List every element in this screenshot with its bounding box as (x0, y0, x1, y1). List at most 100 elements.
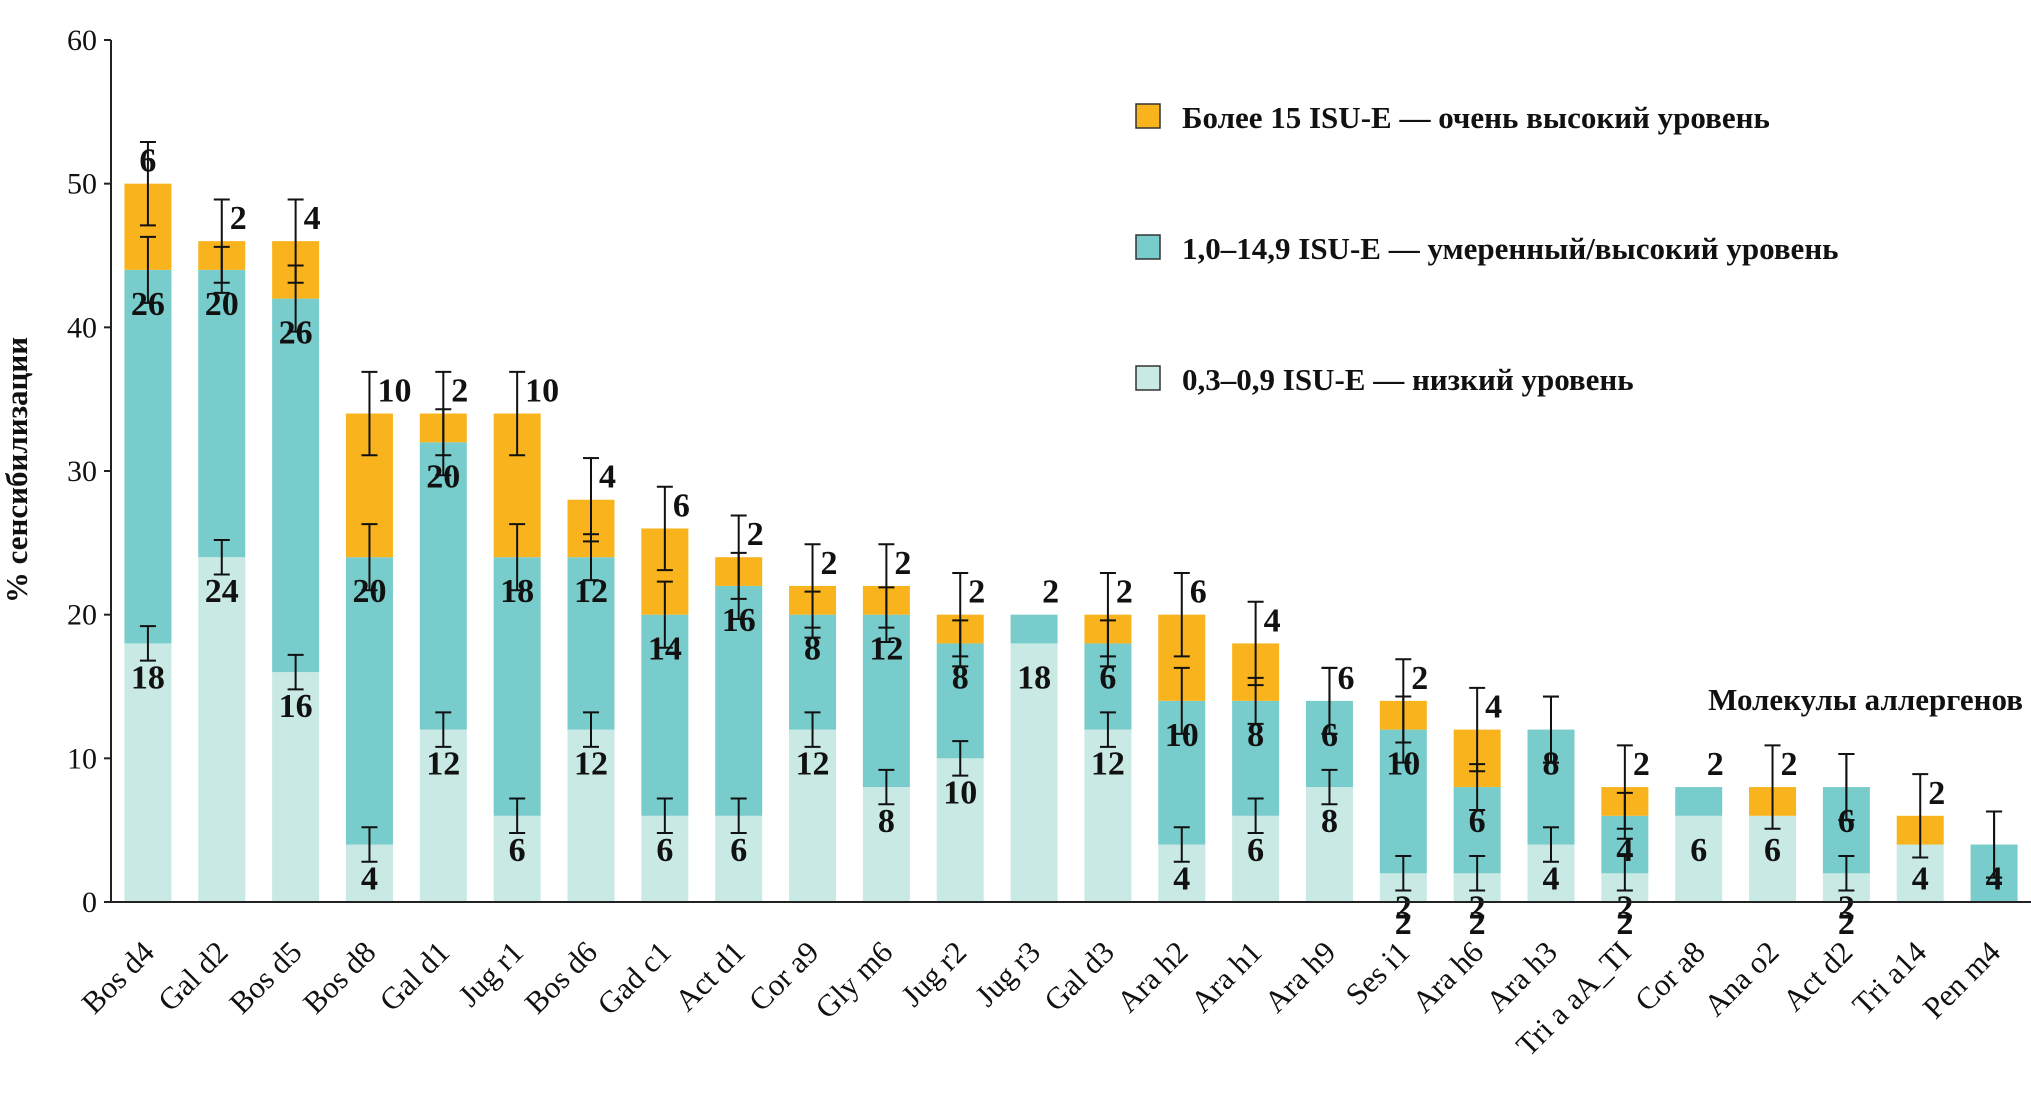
value-label-high: 2 (894, 545, 911, 582)
x-tick-label: Ara h1 (1184, 934, 1269, 1019)
value-label-moderate: 6 (1838, 803, 1855, 840)
bar-segment (1305, 787, 1353, 902)
bar-segment (1675, 815, 1723, 902)
value-label-high: 6 (139, 143, 156, 180)
value-label-high: 6 (673, 487, 690, 524)
value-label-high: 10 (525, 373, 559, 410)
value-label-high: 4 (1264, 602, 1281, 639)
x-tick-label: Act d1 (668, 934, 752, 1018)
legend-swatch (1135, 234, 1161, 260)
value-label-high: 2 (1707, 746, 1724, 783)
value-label-low: 4 (361, 861, 378, 898)
value-label-moderate: 26 (131, 286, 165, 323)
x-tick-label: Gal d1 (372, 934, 456, 1018)
value-label-moderate: 20 (205, 286, 239, 323)
x-tick-label: Act d2 (1776, 934, 1860, 1018)
bar-segment (1675, 787, 1723, 816)
bar-segment (1010, 643, 1058, 902)
legend-swatch (1135, 365, 1161, 391)
value-label-low: 6 (509, 832, 526, 869)
bar-segment (1084, 729, 1132, 902)
bar-segment (1010, 614, 1058, 644)
value-label-low: 24 (205, 573, 239, 610)
bar-segment (936, 758, 984, 902)
bar-segment (419, 729, 467, 902)
y-axis: 0 10 20 30 40 50 60 (67, 24, 112, 919)
x-tick-label: Ara h9 (1257, 934, 1342, 1019)
value-label-moderate: 10 (1386, 746, 1420, 783)
x-tick-label: Gly m6 (808, 934, 899, 1025)
bar-segment (124, 269, 172, 644)
value-label-low: 6 (1247, 832, 1264, 869)
value-label-moderate: 26 (279, 315, 313, 352)
value-label-low: 2 (1838, 889, 1855, 926)
value-label-below-axis: 2 (1616, 905, 1633, 942)
value-label-high: 2 (968, 574, 985, 611)
value-label-high: 4 (599, 459, 616, 496)
x-tick-label: Cor a8 (1628, 934, 1712, 1018)
x-tick-label: Gad c1 (590, 934, 677, 1021)
value-label-low: 2 (1469, 889, 1486, 926)
y-tick-label: 0 (82, 886, 97, 919)
bar-segment (272, 672, 320, 902)
y-tick-label: 40 (67, 311, 97, 344)
bar-segment (345, 557, 393, 845)
value-label-moderate: 16 (722, 602, 756, 639)
bar-segment (493, 557, 541, 816)
value-label-high: 2 (1411, 660, 1428, 697)
value-label-high: 4 (304, 200, 321, 237)
value-label-moderate: 6 (1469, 803, 1486, 840)
value-label-high: 6 (1190, 574, 1207, 611)
error-bars-layer (139, 141, 2003, 892)
legend-label: Более 15 ISU-E — очень высокий уровень (1182, 100, 1770, 135)
legend-swatch (1135, 103, 1161, 129)
value-label-moderate: 20 (352, 573, 386, 610)
value-label-high: 2 (1116, 574, 1133, 611)
legend-label: 0,3–0,9 ISU-E — низкий уровень (1182, 362, 1634, 397)
y-tick-label: 50 (67, 168, 97, 201)
value-label-high: 2 (451, 373, 468, 410)
value-label-low: 6 (656, 832, 673, 869)
bars-layer (124, 183, 2018, 902)
value-label-high: 10 (377, 373, 411, 410)
x-tick-label: Gal d3 (1037, 934, 1121, 1018)
value-label-moderate: 8 (804, 631, 821, 668)
value-label-low: 8 (1321, 803, 1338, 840)
x-tick-label: Ses i1 (1339, 934, 1417, 1012)
bar-segment (862, 787, 910, 902)
value-label-high: 2 (230, 200, 247, 237)
value-label-below-axis: 2 (1838, 905, 1855, 942)
value-label-low: 10 (943, 774, 977, 811)
value-label-low: 18 (1017, 659, 1051, 696)
bar-segment (124, 643, 172, 902)
value-label-moderate: 8 (1247, 717, 1264, 754)
bar-segment (198, 557, 246, 902)
x-tick-label: Bos d4 (75, 934, 162, 1021)
x-tick-label: Jug r2 (894, 934, 973, 1013)
value-label-moderate: 8 (952, 659, 969, 696)
x-tick-label: Ara h2 (1110, 934, 1195, 1019)
bar-segment (567, 557, 615, 730)
value-label-moderate: 12 (574, 573, 608, 610)
value-label-moderate: 10 (1165, 717, 1199, 754)
x-tick-label: Ara h6 (1405, 934, 1490, 1019)
bar-segment (198, 269, 246, 558)
value-label-low: 6 (1764, 832, 1781, 869)
legend-label: 1,0–14,9 ISU-E — умеренный/высокий урове… (1182, 231, 1839, 266)
bar-segment (272, 298, 320, 673)
value-label-high: 2 (1781, 746, 1798, 783)
value-label-moderate: 12 (869, 631, 903, 668)
bar-segment (567, 729, 615, 902)
value-label-below-axis: 2 (1395, 905, 1412, 942)
y-tick-label: 20 (67, 599, 97, 632)
chart-annotation: Молекулы аллергенов (1708, 682, 2023, 717)
value-label-low: 6 (730, 832, 747, 869)
value-label-low: 16 (279, 688, 313, 725)
value-label-low: 2 (1616, 889, 1633, 926)
y-tick-label: 30 (67, 455, 97, 488)
x-tick-label: Tri a14 (1845, 934, 1933, 1022)
value-label-low: 4 (1543, 861, 1560, 898)
x-tick-label: Jug r3 (968, 934, 1047, 1013)
value-label-moderate: 4 (1986, 861, 2003, 898)
